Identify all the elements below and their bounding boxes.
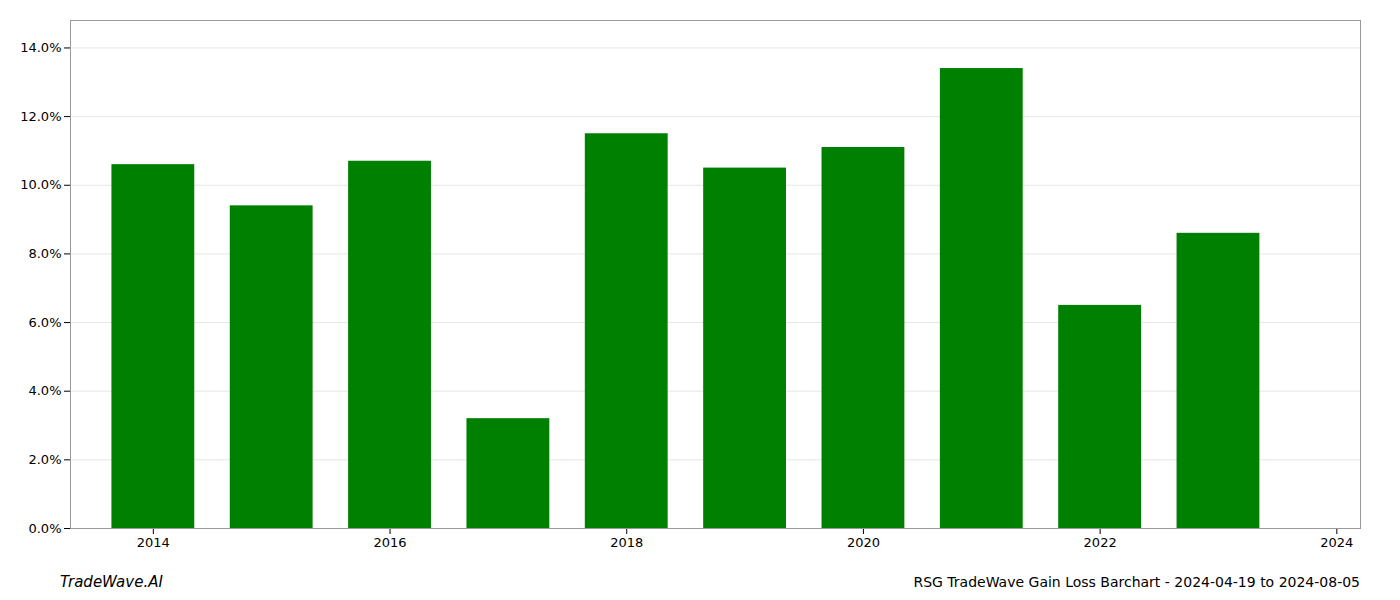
svg-text:2018: 2018: [610, 535, 643, 550]
html-text:RSG TradeWave Gain Loss Barcha: RSG TradeWave Gain Loss Barchart - 2024-…: [913, 574, 1360, 590]
svg-text:2020: 2020: [847, 535, 880, 550]
svg-text:2024: 2024: [1320, 535, 1353, 550]
svg-text:4.0%: 4.0%: [28, 383, 61, 398]
svg-text:2.0%: 2.0%: [28, 452, 61, 467]
svg-text:8.0%: 8.0%: [28, 246, 61, 261]
html-text:TradeWave.AI: TradeWave.AI: [60, 573, 163, 591]
svg-text:12.0%: 12.0%: [20, 109, 61, 124]
svg-text:6.0%: 6.0%: [28, 315, 61, 330]
svg-text:0.0%: 0.0%: [28, 521, 61, 536]
svg-text:2022: 2022: [1084, 535, 1117, 550]
svg-text:2016: 2016: [373, 535, 406, 550]
svg-text:10.0%: 10.0%: [20, 177, 61, 192]
svg-text:14.0%: 14.0%: [20, 40, 61, 55]
svg-text:2014: 2014: [137, 535, 170, 550]
